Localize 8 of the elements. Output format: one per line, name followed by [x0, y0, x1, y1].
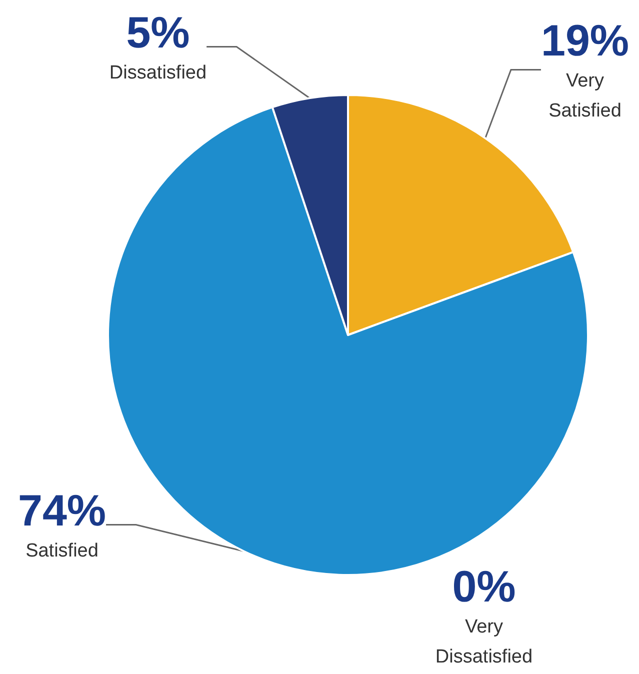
slice-label: Satisfied: [26, 540, 98, 562]
data-label: 19%: [540, 16, 630, 66]
slice-label: Dissatisfied: [109, 62, 207, 84]
slice-label: Very Satisfied: [548, 70, 622, 122]
data-label: 74%: [18, 486, 106, 536]
text: 0%: [452, 562, 516, 612]
data-label: 5%: [126, 8, 190, 58]
category-label: Very Dissatisfied: [435, 616, 533, 668]
